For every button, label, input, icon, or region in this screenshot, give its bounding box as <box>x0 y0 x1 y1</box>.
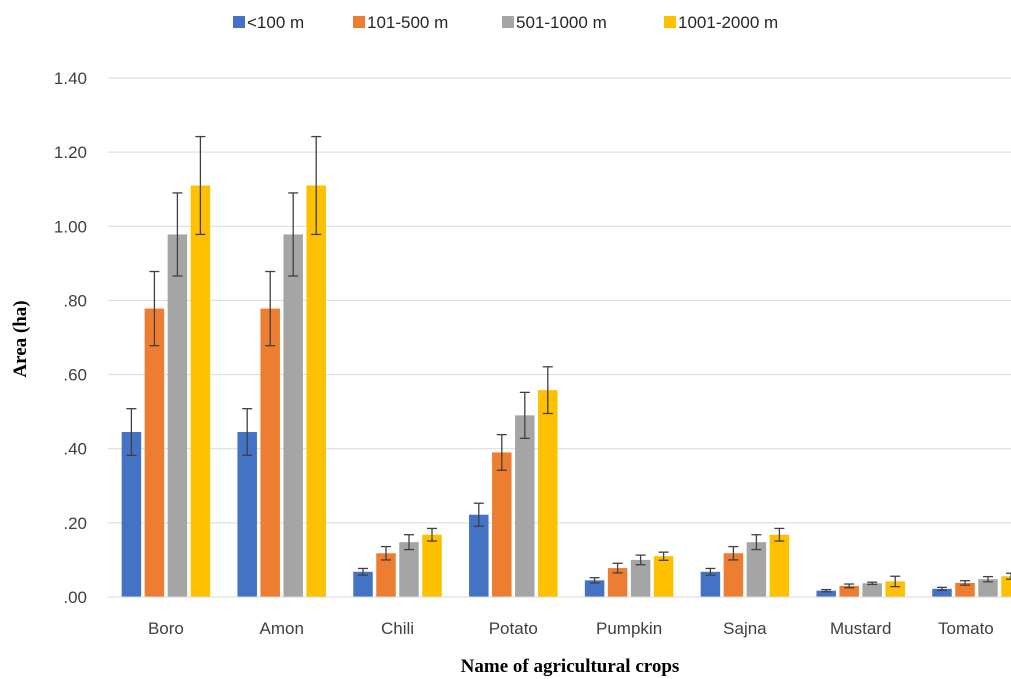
y-tick-label: .40 <box>63 440 87 459</box>
bar <box>746 542 767 597</box>
legend-label: <100 m <box>247 13 304 32</box>
bar <box>190 185 211 597</box>
bar <box>862 583 882 597</box>
x-tick-label: Pumpkin <box>596 619 662 638</box>
bar <box>167 234 188 598</box>
bar <box>630 559 651 597</box>
bar <box>700 571 721 597</box>
bar <box>653 556 674 597</box>
bar <box>121 432 142 597</box>
bar <box>399 542 419 597</box>
x-tick-label: Chili <box>381 619 414 638</box>
legend-label: 1001-2000 m <box>678 13 778 32</box>
y-axis-title: Area (ha) <box>10 300 31 377</box>
bar <box>538 390 558 597</box>
x-tick-label: Tomato <box>938 619 994 638</box>
error-bars <box>126 135 1011 593</box>
bar <box>422 534 442 597</box>
bar <box>816 590 836 597</box>
bars <box>121 185 1011 598</box>
bar <box>584 580 605 597</box>
bar <box>260 308 280 597</box>
bar <box>839 585 859 597</box>
x-axis-title: Name of agricultural crops <box>461 656 680 677</box>
y-tick-label: 1.40 <box>54 69 87 88</box>
bar <box>932 588 952 597</box>
bar <box>144 308 165 597</box>
bar <box>955 582 975 597</box>
bar <box>353 571 373 597</box>
y-tick-label: .20 <box>63 514 87 533</box>
gridlines <box>108 77 1011 524</box>
bar <box>978 579 998 597</box>
bar <box>283 234 303 598</box>
y-tick-label: 1.20 <box>54 143 87 162</box>
bar <box>607 568 628 597</box>
bar <box>492 452 512 597</box>
legend-label: 501-1000 m <box>516 13 607 32</box>
bar <box>469 514 489 597</box>
bar <box>1001 576 1011 597</box>
bar <box>306 185 326 597</box>
y-tick-label: .80 <box>63 291 87 310</box>
legend-label: 101-500 m <box>367 13 448 32</box>
legend-swatch <box>502 16 514 28</box>
y-tick-label: 1.00 <box>54 217 87 236</box>
bar <box>723 553 744 597</box>
x-tick-label: Amon <box>259 619 303 638</box>
bar <box>237 432 257 597</box>
x-tick-label: Mustard <box>830 619 891 638</box>
bar <box>769 534 790 597</box>
bar <box>515 415 535 597</box>
x-tick-label: Sajna <box>723 619 767 638</box>
y-axis-ticks: .00 .20 .40 .60 .80 1.00 1.20 1.40 <box>54 69 87 607</box>
y-tick-label: .00 <box>63 588 87 607</box>
y-tick-label: .60 <box>63 366 87 385</box>
legend-swatch <box>233 16 245 28</box>
x-axis-ticks: Boro Amon Chili Potato Pumpkin Sajna Mustard To… <box>148 619 994 638</box>
legend-swatch <box>664 16 676 28</box>
bar <box>376 553 396 597</box>
x-tick-label: Boro <box>148 619 184 638</box>
legend-swatch <box>353 16 365 28</box>
x-tick-label: Potato <box>489 619 538 638</box>
legend: <100 m 101-500 m 501-1000 m 1001-2000 m <box>233 13 778 32</box>
bar <box>885 581 905 597</box>
